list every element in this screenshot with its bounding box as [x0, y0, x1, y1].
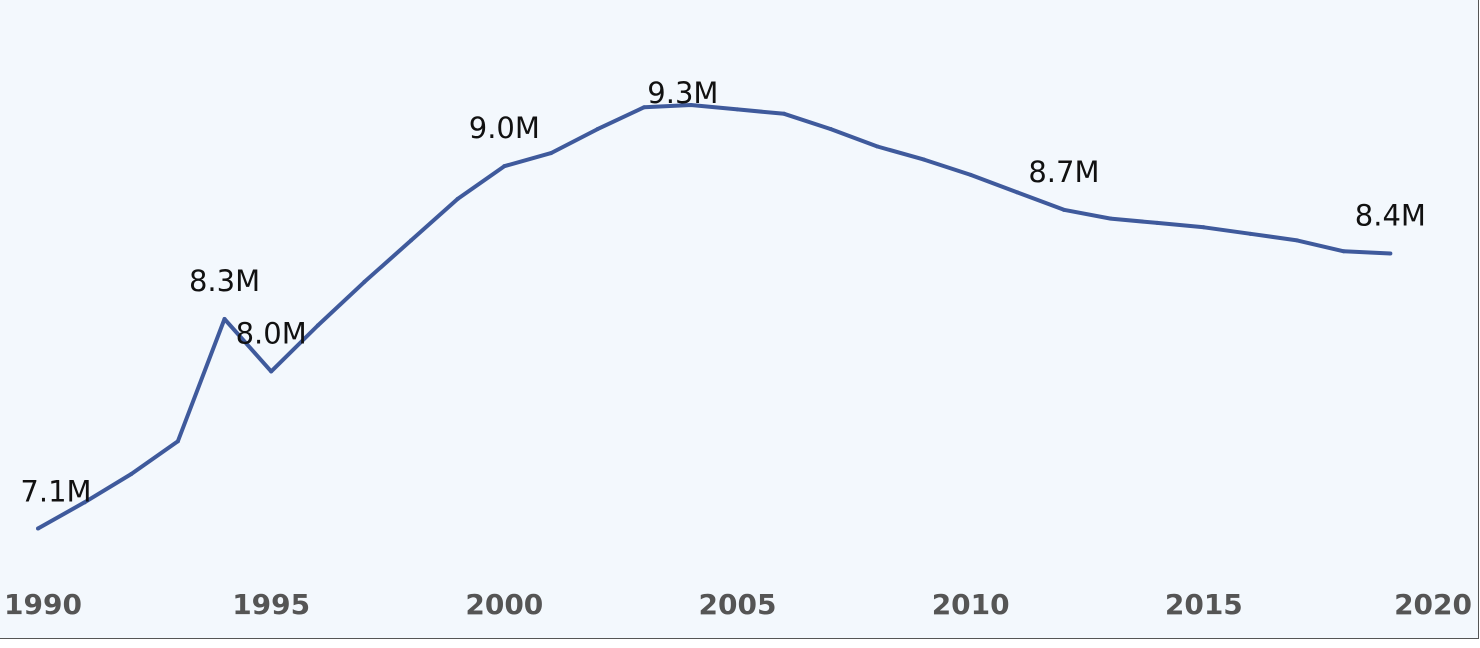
data-point-1999 — [455, 196, 460, 201]
data-point-2013 — [1108, 216, 1113, 221]
data-point-2008 — [875, 144, 880, 149]
data-point-2011 — [1015, 190, 1020, 195]
x-tick-label-2015: 2015 — [1165, 588, 1243, 621]
data-point-1995 — [269, 369, 274, 374]
data-point-1996 — [315, 323, 320, 328]
x-tick-label-1990: 1990 — [4, 588, 82, 621]
data-point-2016 — [1248, 231, 1253, 236]
data-point-2010 — [968, 172, 973, 177]
data-label-2012: 8.7M — [1028, 155, 1099, 189]
data-point-2009 — [922, 157, 927, 162]
data-point-1992 — [129, 471, 134, 476]
data-label-1995: 8.0M — [236, 316, 307, 350]
x-tick-label-2010: 2010 — [932, 588, 1010, 621]
data-label-1990: 7.1M — [20, 475, 91, 509]
data-point-2001 — [548, 151, 553, 156]
data-point-2015 — [1201, 225, 1206, 230]
x-tick-label-2005: 2005 — [699, 588, 777, 621]
data-label-1994: 8.3M — [189, 264, 260, 298]
series-line-0 — [37, 103, 1391, 531]
data-label-2019: 8.4M — [1355, 198, 1426, 232]
data-point-2003 — [642, 105, 647, 110]
data-point-2018 — [1341, 249, 1346, 254]
data-point-2002 — [595, 127, 600, 132]
data-point-2007 — [828, 127, 833, 132]
data-point-2005 — [735, 107, 740, 112]
data-point-1997 — [362, 279, 367, 284]
data-point-2012 — [1061, 207, 1066, 212]
data-point-1998 — [409, 238, 414, 243]
data-point-2006 — [782, 111, 787, 116]
data-point-2017 — [1295, 238, 1300, 243]
data-point-2000 — [502, 164, 507, 169]
data-label-2000: 9.0M — [469, 111, 540, 145]
data-point-1990 — [36, 526, 40, 531]
data-point-2014 — [1155, 220, 1160, 225]
data-point-2019 — [1388, 251, 1393, 256]
x-tick-label-2020: 2020 — [1394, 588, 1472, 621]
data-point-1993 — [175, 439, 180, 444]
x-tick-label-1995: 1995 — [232, 588, 310, 621]
x-tick-label-2000: 2000 — [465, 588, 543, 621]
data-point-2004 — [688, 103, 693, 108]
data-label-2004: 9.3M — [647, 76, 718, 110]
data-point-1994 — [222, 316, 227, 321]
data-point-1991 — [82, 500, 87, 505]
